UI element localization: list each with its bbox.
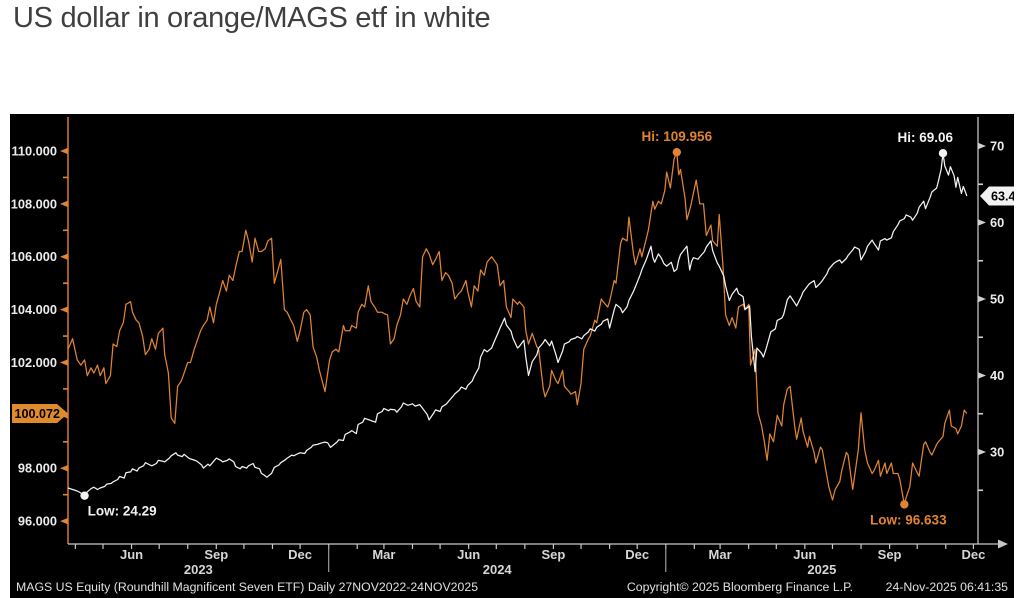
dollar-last-price-tag <box>12 403 68 423</box>
x-axis-month-label: Dec <box>625 547 649 562</box>
x-axis-month-label: Sep <box>878 547 902 562</box>
x-axis-month-label: Sep <box>541 547 565 562</box>
mags-etf-line <box>67 152 968 497</box>
chart-panel: 110.000 108.000 106.000 104.000 102.000 98.00… <box>10 114 1014 598</box>
right-axis-tick <box>978 219 986 226</box>
right-axis-tick-label: 60 <box>990 215 1004 230</box>
x-axis-month-label: Jun <box>120 547 143 562</box>
left-axis-tick <box>60 200 68 208</box>
mags-last-price-tag <box>980 186 1014 206</box>
right-axis-tick-label: 30 <box>990 444 1004 459</box>
axes: 110.000 108.000 106.000 104.000 102.000 98.00… <box>11 117 1008 577</box>
right-axis-tick <box>978 142 986 150</box>
x-axis-year-label: 2023 <box>184 562 213 577</box>
x-axis-month-label: Sep <box>204 547 228 562</box>
mags-low-marker <box>80 491 89 500</box>
left-axis-tick <box>60 147 68 155</box>
left-axis-tick-label: 96.000 <box>18 514 57 529</box>
price-chart: 110.000 108.000 106.000 104.000 102.000 98.00… <box>11 117 1014 594</box>
right-axis-tick <box>978 295 986 303</box>
x-axis-month-label: Jun <box>457 547 480 562</box>
left-axis-tick <box>60 465 68 472</box>
x-axis-arrow-icon <box>998 539 1008 549</box>
mags-hi-label: Hi: 69.06 <box>897 130 953 145</box>
x-axis-month-label: Mar <box>372 547 395 562</box>
right-axis-tick-label: 40 <box>990 368 1004 383</box>
mags-last-price-label: 63.46 <box>991 190 1014 204</box>
left-axis-tick <box>60 306 68 313</box>
last-price-tags: 100.072 63.46 <box>12 186 1014 423</box>
left-axis-tick-label: 102.000 <box>11 355 57 370</box>
x-axis-month-label: Jun <box>793 547 816 562</box>
right-axis-tick-label: 70 <box>990 138 1004 153</box>
left-axis-tick-label: 104.000 <box>11 302 57 317</box>
left-axis-tick-label: 98.000 <box>18 461 57 476</box>
dollar-hi-label: Hi: 109.956 <box>642 129 713 144</box>
footer-bar: MAGS US Equity (Roundhill Magnificent Se… <box>16 580 1008 594</box>
mags-hi-marker <box>938 148 948 158</box>
series-lines <box>67 151 968 506</box>
right-axis-tick <box>978 372 986 379</box>
left-axis-tick <box>60 359 68 366</box>
right-axis-tick <box>978 448 986 456</box>
x-axis-month-label: Dec <box>961 547 985 562</box>
footer-security-info: MAGS US Equity (Roundhill Magnificent Se… <box>16 580 478 594</box>
left-axis-tick <box>60 253 68 260</box>
x-axis-year-label: 2024 <box>483 562 513 577</box>
hi-low-annotations: Hi: 109.956 Low: 96.633 Hi: 69.06 Low: 24.2… <box>80 129 953 527</box>
dollar-low-marker <box>900 500 909 509</box>
x-axis-month-label: Mar <box>709 547 732 562</box>
left-axis-tick <box>60 517 68 525</box>
left-axis-tick-label: 106.000 <box>11 249 57 264</box>
x-axis-month-label: Dec <box>288 547 312 562</box>
mags-low-label: Low: 24.29 <box>88 504 157 519</box>
left-axis-tick-label: 108.000 <box>11 196 57 211</box>
page-title: US dollar in orange/MAGS etf in white <box>13 2 491 34</box>
footer-timestamp: 24-Nov-2025 06:41:35 <box>886 580 1009 594</box>
footer-copyright: Copyright© 2025 Bloomberg Finance L.P. <box>627 580 853 594</box>
right-axis-tick-label: 50 <box>990 291 1004 306</box>
left-axis-tick-label: 110.000 <box>11 143 57 158</box>
dollar-low-label: Low: 96.633 <box>870 512 947 527</box>
x-axis-year-label: 2025 <box>807 562 836 577</box>
us-dollar-line <box>67 151 968 506</box>
dollar-hi-marker <box>672 147 682 157</box>
dollar-last-price-label: 100.072 <box>15 407 61 421</box>
